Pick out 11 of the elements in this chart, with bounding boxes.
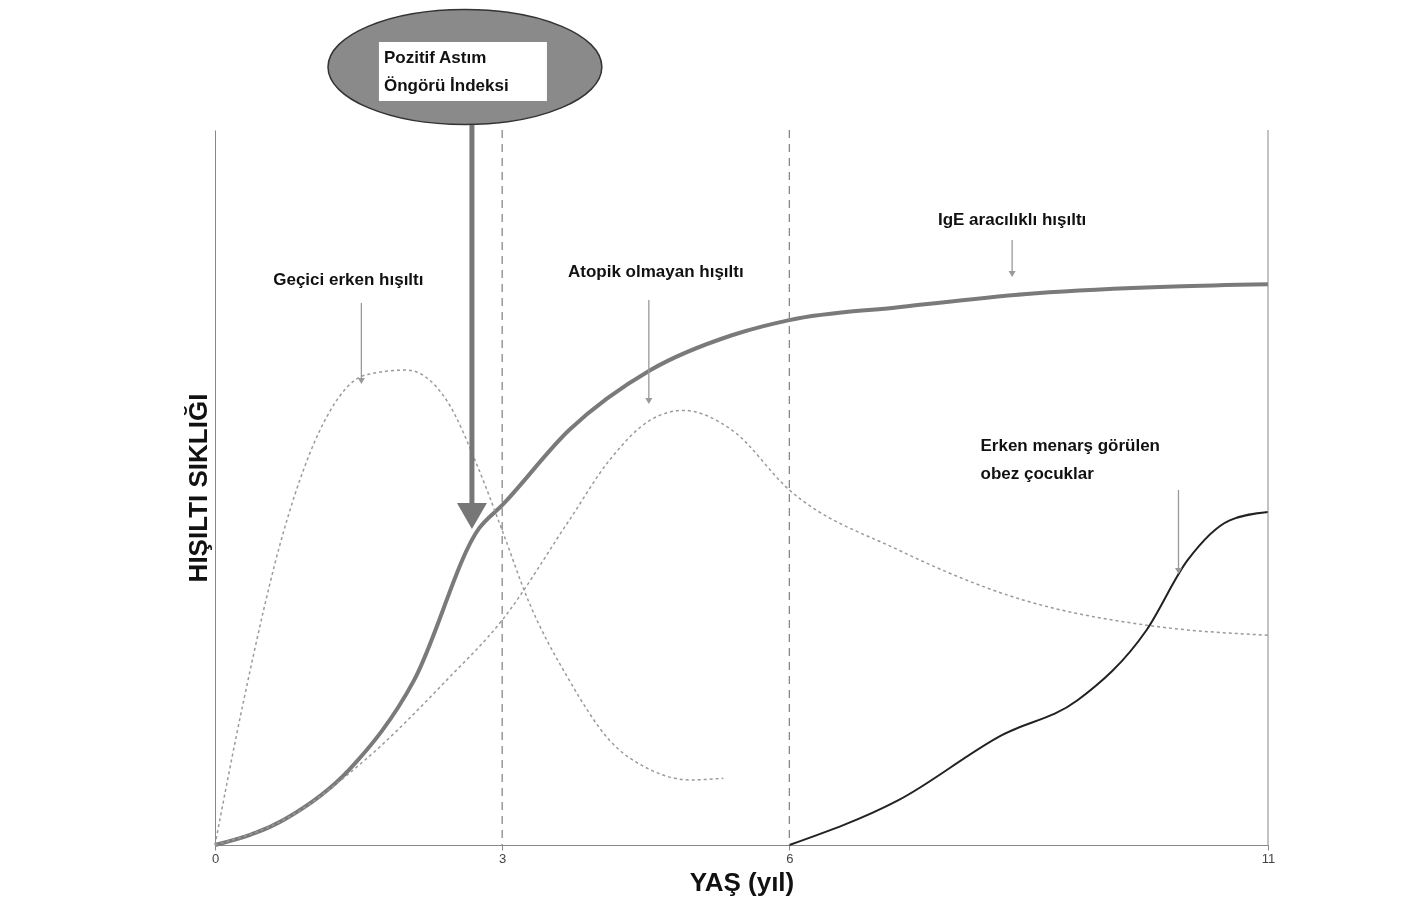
text: Atopik olmayan hışıltı [567,262,744,281]
annotation: Geçici erken hışıltı [273,270,424,289]
x-tick-label: 3 [499,850,507,866]
x-axis-title: YAŞ (yıl) [689,866,795,897]
text: Pozitif Astım Öngörü İndeksi [383,48,509,95]
text: IgE aracılıklı hışıltı [937,210,1087,229]
annotation: Erken menarş görülen obez çocuklar [980,436,1161,483]
y-axis-title: HIŞILTI SIKLIĞI [182,393,213,583]
x-tick-label: 6 [786,850,794,866]
x-tick-label: 11 [1261,850,1276,866]
x-tick-label: 0 [211,850,220,866]
